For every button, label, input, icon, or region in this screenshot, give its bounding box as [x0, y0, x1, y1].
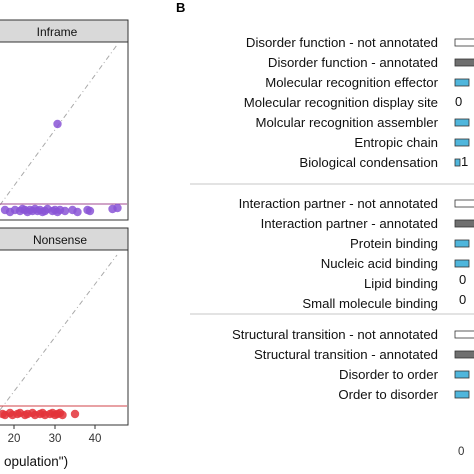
panel-b-letter: B [176, 0, 185, 15]
category-label-g2-6: Small molecule binding [302, 296, 438, 311]
category-label-g1-1: Disorder function - not annotated [246, 35, 438, 50]
category-label-g3-1: Structural transition - not annotated [232, 327, 438, 342]
inframe-point-23 [85, 206, 95, 216]
value-biological-condensation: 1 [461, 154, 468, 169]
bar-g1-1 [454, 38, 474, 47]
bar-g1-7 [454, 158, 461, 167]
bar-g2-1 [454, 199, 474, 208]
category-label-g3-2: Structural transition - annotated [254, 347, 438, 362]
bar-g1-2 [454, 58, 474, 67]
x-tick-label-30: 30 [49, 433, 62, 445]
bar-g3-2 [454, 350, 474, 359]
bar-g2-4 [454, 259, 470, 268]
inframe-point-25 [113, 203, 122, 213]
panel-b-bars [454, 38, 474, 399]
category-label-g3-3: Disorder to order [339, 367, 439, 382]
category-label-g2-4: Nucleic acid binding [321, 256, 438, 271]
inframe-point-21 [73, 207, 82, 217]
bar-g1-3 [454, 78, 470, 87]
bar-g1-5 [454, 118, 470, 127]
category-label-g1-3: Molecular recognition effector [265, 75, 438, 90]
panel-a: Inframe Nonsense 20 30 40 opulation") [0, 19, 129, 469]
category-label-g3-4: Order to disorder [338, 387, 438, 402]
category-label-g2-1: Interaction partner - not annotated [239, 196, 438, 211]
x-tick-label-40: 40 [89, 433, 102, 445]
value-molecular-recognition-display-site: 0 [455, 94, 462, 109]
bar-g3-1 [454, 330, 474, 339]
category-label-g1-7: Biological condensation [299, 155, 438, 170]
inframe-point-19 [60, 206, 70, 216]
category-label-g1-4: Molecular recognition display site [244, 95, 438, 110]
category-label-g2-5: Lipid binding [364, 276, 438, 291]
bar-g3-3 [454, 370, 470, 379]
x-tick-label-20: 20 [8, 433, 21, 445]
category-label-g1-5: Molcular recognition assembler [255, 115, 438, 130]
bar-g3-4 [454, 390, 470, 399]
category-label-g2-3: Protein binding [350, 236, 438, 251]
nonsense-strip-label: Nonsense [33, 233, 87, 247]
nonsense-diagonal-line [0, 254, 118, 411]
x-axis-title: opulation") [4, 454, 68, 469]
nonsense-point-18 [58, 410, 67, 420]
inframe-point-26 [53, 119, 62, 129]
value-lipid-binding: 0 [459, 272, 466, 287]
bar-g2-3 [454, 239, 470, 248]
nonsense-plot-area [0, 249, 129, 426]
category-label-g1-6: Entropic chain [354, 135, 438, 150]
bar-g2-2 [454, 219, 474, 228]
panel-b-category-labels: Disorder function - not annotated Disorde… [232, 35, 439, 402]
inframe-plot-area [0, 41, 129, 221]
category-label-g2-2: Interaction partner - annotated [261, 216, 438, 231]
axis-tick-zero: 0 [458, 446, 464, 458]
bar-g1-6 [454, 138, 470, 147]
nonsense-points [0, 408, 80, 420]
value-small-molecule-binding: 0 [459, 292, 466, 307]
nonsense-point-19 [70, 409, 80, 419]
inframe-points [0, 119, 122, 217]
category-label-g1-2: Disorder function - annotated [268, 55, 438, 70]
inframe-strip-label: Inframe [37, 25, 78, 39]
x-axis-ticks: 20 30 40 [8, 425, 102, 445]
